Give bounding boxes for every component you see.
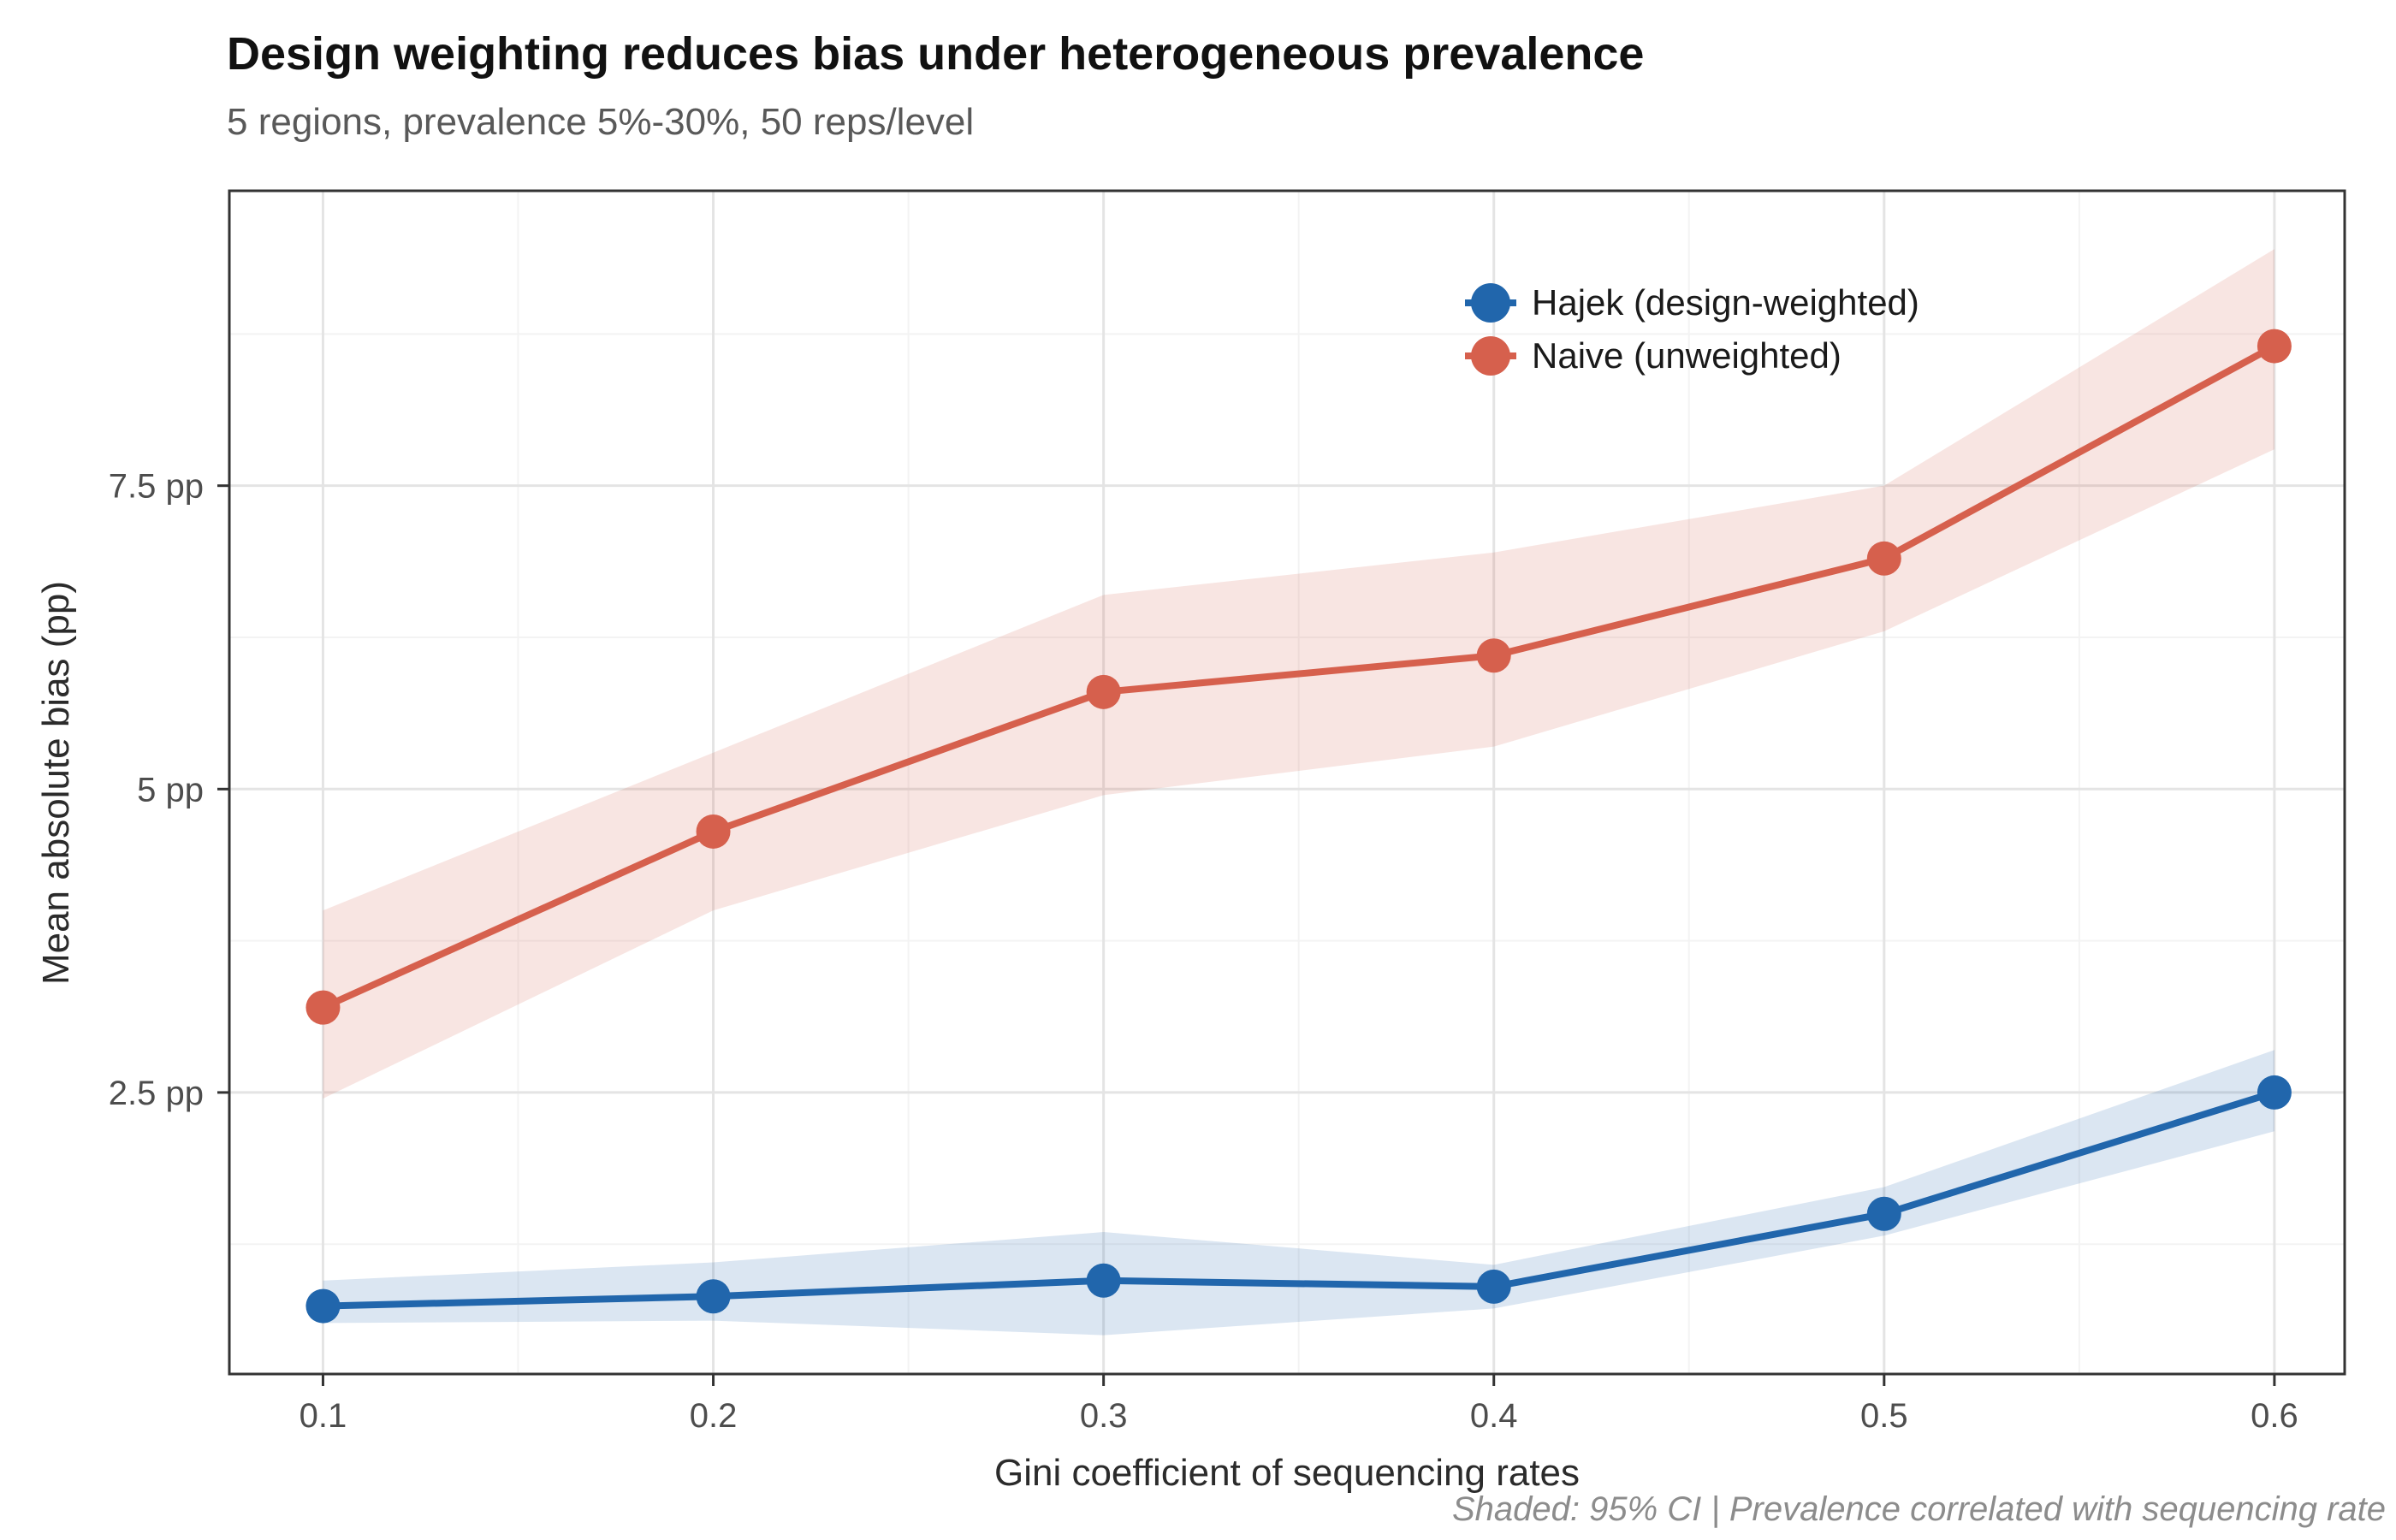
series-line: [319, 1088, 2278, 1310]
x-tick-label: 0.3: [1080, 1397, 1128, 1435]
data-point: [1476, 1269, 1511, 1304]
data-point: [1866, 541, 1901, 576]
x-tick-label: 0.1: [300, 1397, 347, 1435]
y-axis-title: Mean absolute bias (pp): [35, 580, 77, 986]
data-point: [696, 1279, 731, 1314]
legend-item-label: Naive (unweighted): [1532, 335, 1841, 376]
data-point: [2257, 329, 2292, 364]
y-tick-label: 2.5 pp: [109, 1075, 204, 1112]
series-line: [319, 342, 2278, 1011]
panel-border: [228, 189, 2346, 1376]
page-title: Design weighting reduces bias under hete…: [227, 28, 1645, 80]
legend-item-hajek: Hajek (design-weighted): [1462, 281, 1919, 325]
data-point: [2257, 1075, 2292, 1110]
x-tick-label: 0.2: [690, 1397, 738, 1435]
page-subtitle: 5 regions, prevalence 5%-30%, 50 reps/le…: [227, 101, 975, 143]
x-tick-label: 0.4: [1470, 1397, 1518, 1435]
data-point: [1086, 1263, 1121, 1298]
data-point: [305, 990, 341, 1025]
x-tick-label: 0.6: [2251, 1397, 2298, 1435]
legend-item-naive: Naive (unweighted): [1462, 334, 1919, 378]
x-tick-label: 0.5: [1860, 1397, 1908, 1435]
data-point: [1866, 1196, 1901, 1231]
legend: Hajek (design-weighted) Naive (unweighte…: [1462, 281, 1919, 378]
legend-key-point-line-icon: [1465, 336, 1516, 376]
ci-ribbon: [323, 1050, 2274, 1336]
data-point: [696, 814, 731, 849]
y-tick-label: 5 pp: [137, 771, 204, 808]
y-tick-label: 7.5 pp: [109, 468, 204, 506]
legend-key-point-line-icon: [1465, 283, 1516, 323]
x-axis-title: Gini coefficient of sequencing rates: [993, 1452, 1581, 1494]
data-point: [1086, 674, 1121, 709]
chart-caption: Shaded: 95% CI | Prevalence correlated w…: [1451, 1490, 2386, 1528]
legend-item-label: Hajek (design-weighted): [1532, 282, 1919, 323]
data-point: [305, 1288, 341, 1324]
data-point: [1476, 638, 1511, 673]
